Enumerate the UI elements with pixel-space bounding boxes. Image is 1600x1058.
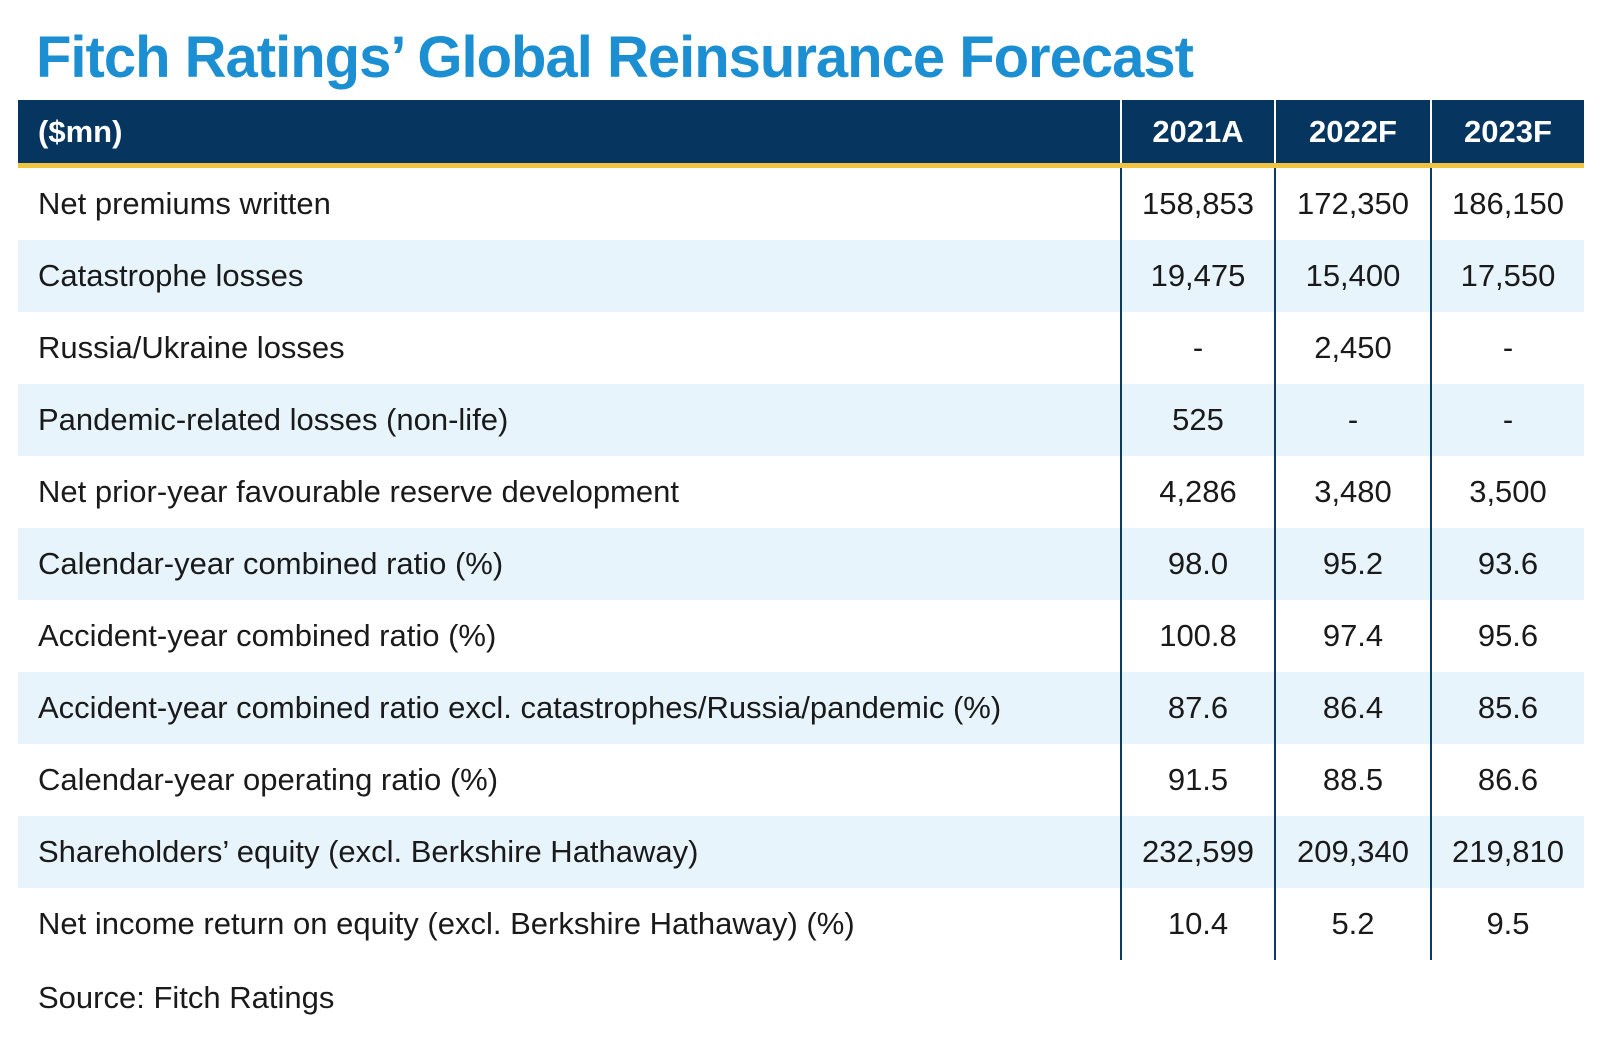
row-label: Shareholders’ equity (excl. Berkshire Ha… [38,834,699,869]
value-cell: 17,550 [1430,240,1584,312]
value-cell: - [1430,312,1584,384]
value-cell: 232,599 [1120,816,1274,888]
value-cell: 95.2 [1274,528,1430,600]
page-title: Fitch Ratings’ Global Reinsurance Foreca… [36,25,1194,90]
table-row: Calendar-year combined ratio (%) 98.0 95… [18,528,1584,600]
row-label: Catastrophe losses [38,258,304,293]
table-header-row: ($mn) 2021A 2022F 2023F [18,100,1584,168]
value-cell: 15,400 [1274,240,1430,312]
row-label: Accident-year combined ratio (%) [38,618,497,653]
value-cell: 158,853 [1120,168,1274,240]
table-row: Net income return on equity (excl. Berks… [18,888,1584,960]
value-cell: 186,150 [1430,168,1584,240]
value-cell: 93.6 [1430,528,1584,600]
value-cell: - [1120,312,1274,384]
row-label: Net premiums written [38,186,331,221]
value-cell: 4,286 [1120,456,1274,528]
value-cell: 98.0 [1120,528,1274,600]
table-row: Pandemic-related losses (non-life) 525 -… [18,384,1584,456]
value-cell: 19,475 [1120,240,1274,312]
row-label: Calendar-year operating ratio (%) [38,762,499,797]
value-cell: 10.4 [1120,888,1274,960]
value-cell: 87.6 [1120,672,1274,744]
table-row: Accident-year combined ratio (%) 100.8 9… [18,600,1584,672]
table-row: Accident-year combined ratio excl. catas… [18,672,1584,744]
value-cell: 95.6 [1430,600,1584,672]
value-cell: 86.6 [1430,744,1584,816]
unit-header: ($mn) [38,113,123,149]
value-cell: 100.8 [1120,600,1274,672]
value-cell: 9.5 [1430,888,1584,960]
table-row: Net premiums written 158,853 172,350 186… [18,168,1584,240]
table-row: Net prior-year favourable reserve develo… [18,456,1584,528]
value-cell: 88.5 [1274,744,1430,816]
column-header-2022f: 2022F [1274,100,1430,163]
column-header-2021a: 2021A [1120,100,1274,163]
value-cell: 209,340 [1274,816,1430,888]
table-row: Russia/Ukraine losses - 2,450 - [18,312,1584,384]
value-cell: 525 [1120,384,1274,456]
value-cell: 97.4 [1274,600,1430,672]
row-label: Accident-year combined ratio excl. catas… [38,690,1002,725]
table-row: Catastrophe losses 19,475 15,400 17,550 [18,240,1584,312]
value-cell: - [1430,384,1584,456]
row-label: Net prior-year favourable reserve develo… [38,474,679,509]
value-cell: 219,810 [1430,816,1584,888]
value-cell: 3,500 [1430,456,1584,528]
row-label: Calendar-year combined ratio (%) [38,546,504,581]
row-label: Pandemic-related losses (non-life) [38,402,509,437]
value-cell: 86.4 [1274,672,1430,744]
row-label: Russia/Ukraine losses [38,330,345,365]
value-cell: 85.6 [1430,672,1584,744]
column-header-2023f: 2023F [1430,100,1584,163]
forecast-table: ($mn) 2021A 2022F 2023F Net premiums wri… [18,100,1584,960]
value-cell: 2,450 [1274,312,1430,384]
source-note: Source: Fitch Ratings [38,980,335,1015]
table-row: Shareholders’ equity (excl. Berkshire Ha… [18,816,1584,888]
value-cell: - [1274,384,1430,456]
value-cell: 91.5 [1120,744,1274,816]
value-cell: 3,480 [1274,456,1430,528]
value-cell: 172,350 [1274,168,1430,240]
value-cell: 5.2 [1274,888,1430,960]
row-label: Net income return on equity (excl. Berks… [38,906,855,941]
table-row: Calendar-year operating ratio (%) 91.5 8… [18,744,1584,816]
